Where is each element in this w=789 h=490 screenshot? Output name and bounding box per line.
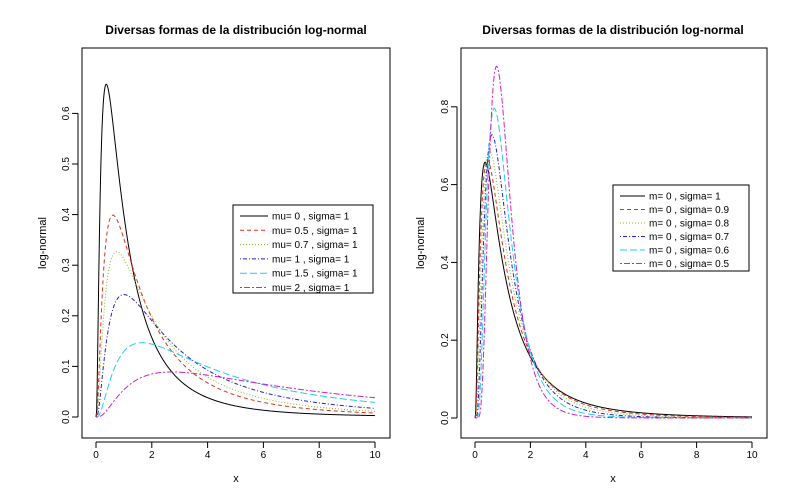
x-tick-label: 0	[93, 450, 99, 461]
legend-label: m= 0 , sigma= 1	[649, 192, 721, 203]
x-tick-label: 4	[205, 450, 211, 461]
plot-frame-left	[81, 47, 391, 439]
x-axis-label-left: x	[233, 473, 239, 485]
plot-frame-right	[460, 47, 768, 439]
y-tick-label: 0.0	[440, 411, 451, 425]
series-line	[474, 158, 753, 419]
x-tick-label: 2	[528, 450, 534, 461]
legend-box-left	[232, 204, 374, 294]
left-chart: Diversas formas de la distribución log-n…	[37, 23, 391, 485]
series-line	[475, 65, 752, 419]
legend-label: mu= 0.5 , sigma= 1	[272, 226, 358, 237]
series-line	[95, 83, 376, 418]
y-tick-label: 0.2	[440, 333, 451, 347]
legend-label: mu= 0.7 , sigma= 1	[272, 240, 358, 251]
x-tick-label: 2	[149, 450, 155, 461]
legend-label: mu= 0 , sigma= 1	[272, 212, 350, 223]
series-line	[96, 371, 376, 418]
x-tick-label: 8	[694, 450, 700, 461]
x-tick-label: 6	[261, 450, 267, 461]
x-tick-label: 10	[746, 450, 758, 461]
legend-label: mu= 1.5 , sigma= 1	[272, 269, 358, 280]
chart-marks-right: 0 2 4 6 8 10 0.0 0.2 0.4 0.6 0.8	[440, 65, 758, 461]
x-tick-label: 10	[369, 450, 381, 461]
chart-title-left: Diversas formas de la distribución log-n…	[105, 23, 366, 37]
legend-label: mu= 2 , sigma= 1	[272, 283, 350, 294]
series-line	[474, 150, 752, 419]
legend-label: m= 0 , sigma= 0.5	[649, 259, 729, 270]
x-tick-label: 6	[638, 450, 644, 461]
series-line	[474, 161, 752, 419]
y-tick-label: 0.6	[61, 106, 72, 120]
series-line	[95, 294, 376, 418]
y-tick-label: 0.5	[61, 157, 72, 171]
legend-label: m= 0 , sigma= 0.6	[649, 246, 729, 257]
legend-label: m= 0 , sigma= 0.9	[649, 205, 729, 216]
y-tick-label: 0.1	[61, 359, 72, 373]
y-axis-label-right: log-normal	[415, 217, 427, 269]
y-tick-label: 0.0	[61, 410, 72, 424]
x-tick-label: 0	[472, 450, 478, 461]
x-axis-label-right: x	[610, 473, 616, 485]
y-tick-label: 0.4	[440, 255, 451, 269]
legend-box-right	[612, 184, 750, 272]
y-tick-label: 0.2	[61, 308, 72, 322]
series-line	[95, 214, 376, 418]
y-axis-label-left: log-normal	[37, 217, 49, 269]
series-line	[475, 134, 752, 419]
legend-right: m= 0 , sigma= 1 m= 0 , sigma= 0.9 m= 0 , s…	[612, 184, 750, 272]
y-tick-label: 0.6	[440, 177, 451, 191]
series-line	[96, 342, 376, 418]
legend-label: m= 0 , sigma= 0.8	[649, 219, 729, 230]
legend-label: mu= 1 , sigma= 1	[272, 254, 350, 265]
chart-title-right: Diversas formas de la distribución log-n…	[482, 23, 743, 37]
legend-left: mu= 0 , sigma= 1 mu= 0.5 , sigma= 1 mu= 0.…	[232, 204, 374, 294]
series-line	[95, 251, 376, 418]
legend-label: m= 0 , sigma= 0.7	[649, 232, 729, 243]
chart-marks-left: 0 2 4 6 8 10 0.0 0.1 0.2 0.3 0.4 0.5 0.6	[61, 83, 381, 461]
right-chart: Diversas formas de la distribución log-n…	[415, 23, 768, 485]
y-tick-label: 0.3	[61, 258, 72, 272]
x-tick-label: 8	[316, 450, 322, 461]
y-tick-label: 0.4	[61, 207, 72, 221]
x-tick-label: 4	[583, 450, 589, 461]
y-tick-label: 0.8	[440, 99, 451, 113]
